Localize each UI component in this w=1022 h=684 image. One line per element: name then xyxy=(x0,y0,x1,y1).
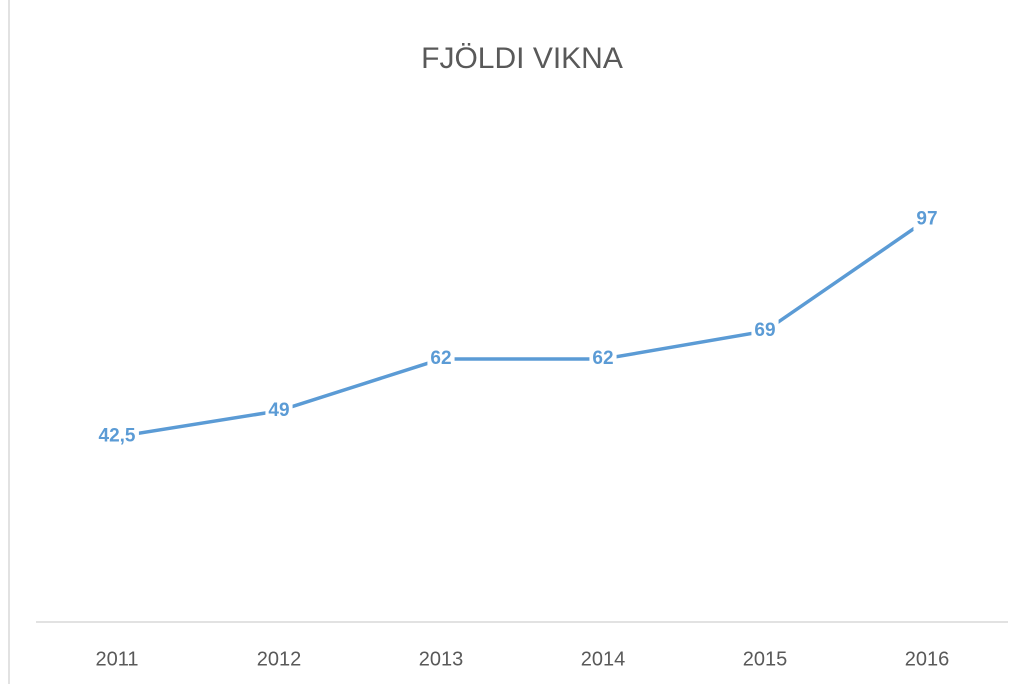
data-label-bg xyxy=(95,424,139,448)
x-tick-label: 2013 xyxy=(419,648,464,670)
chart-border xyxy=(8,0,1022,684)
data-label: 49 xyxy=(268,400,289,421)
x-tick-label: 2016 xyxy=(905,648,950,670)
x-tick-label: 2015 xyxy=(743,648,788,670)
data-label-bg xyxy=(751,319,779,343)
x-tick-label: 2011 xyxy=(95,648,138,670)
x-tick-label: 2012 xyxy=(257,648,302,670)
data-label-bg xyxy=(427,347,455,371)
data-label: 42,5 xyxy=(99,426,136,447)
line xyxy=(116,218,928,439)
data-label: 69 xyxy=(754,320,775,341)
data-label-bg xyxy=(589,347,617,371)
x-tick-label: 2014 xyxy=(581,648,626,670)
data-label-bg xyxy=(265,398,293,422)
data-label: 62 xyxy=(430,348,451,369)
chart-title: FJÖLDI VIKNA xyxy=(421,42,623,75)
data-label: 62 xyxy=(592,348,613,369)
data-label-bg xyxy=(913,207,941,231)
data-label: 97 xyxy=(916,209,937,230)
